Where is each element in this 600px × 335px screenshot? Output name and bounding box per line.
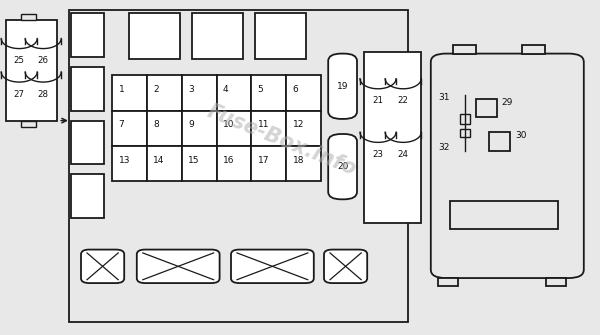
Text: 20: 20 (337, 162, 348, 171)
Bar (147, 111, 182, 146)
Text: 31: 31 (438, 93, 449, 102)
Bar (522, 45, 545, 54)
Text: 18: 18 (292, 155, 304, 164)
Text: 3: 3 (188, 85, 194, 94)
FancyBboxPatch shape (81, 250, 124, 283)
Bar (489, 132, 510, 151)
Bar (182, 146, 217, 181)
Bar (182, 111, 217, 146)
Text: 9: 9 (188, 120, 194, 129)
Bar (182, 75, 217, 111)
Bar (251, 111, 286, 146)
Bar (71, 174, 104, 218)
Text: 4: 4 (223, 85, 229, 94)
Bar (217, 111, 251, 146)
Text: 6: 6 (292, 85, 298, 94)
Bar (450, 201, 558, 229)
Text: 8: 8 (153, 120, 159, 129)
Bar (21, 121, 36, 127)
FancyBboxPatch shape (328, 134, 357, 199)
Bar (147, 146, 182, 181)
Text: 13: 13 (118, 155, 130, 164)
Text: 21: 21 (373, 96, 383, 105)
Bar (364, 52, 421, 223)
FancyBboxPatch shape (431, 54, 584, 278)
Bar (453, 45, 476, 54)
Bar (6, 20, 57, 121)
Text: 24: 24 (398, 150, 409, 159)
Text: 26: 26 (38, 56, 49, 65)
Text: 17: 17 (257, 155, 269, 164)
FancyBboxPatch shape (324, 250, 367, 283)
Bar (112, 75, 147, 111)
Bar (251, 146, 286, 181)
Bar (147, 75, 182, 111)
Bar (71, 13, 104, 57)
Text: 15: 15 (188, 155, 200, 164)
FancyBboxPatch shape (231, 250, 314, 283)
Text: 32: 32 (438, 143, 449, 152)
Text: 23: 23 (373, 150, 383, 159)
FancyBboxPatch shape (328, 54, 357, 119)
Text: Fuse-Box.info: Fuse-Box.info (205, 102, 359, 180)
Bar (438, 278, 458, 286)
Bar (286, 111, 321, 146)
Text: 16: 16 (223, 155, 235, 164)
Text: 22: 22 (398, 96, 409, 105)
Text: 10: 10 (223, 120, 235, 129)
Text: 2: 2 (153, 85, 159, 94)
Bar (217, 146, 251, 181)
Bar (286, 146, 321, 181)
Text: 7: 7 (118, 120, 124, 129)
Bar (460, 114, 470, 124)
Bar (255, 13, 306, 59)
Text: 14: 14 (153, 155, 164, 164)
Bar (112, 146, 147, 181)
Text: 28: 28 (38, 90, 49, 98)
Bar (217, 75, 251, 111)
Text: 5: 5 (257, 85, 263, 94)
Text: 1: 1 (118, 85, 124, 94)
Bar (71, 67, 104, 111)
Bar (251, 75, 286, 111)
Text: 11: 11 (257, 120, 269, 129)
Bar (192, 13, 243, 59)
Bar (129, 13, 180, 59)
Text: 30: 30 (515, 131, 526, 140)
Bar (71, 121, 104, 164)
Bar (286, 75, 321, 111)
Text: 25: 25 (14, 56, 25, 65)
Bar (21, 14, 36, 20)
Bar (69, 10, 408, 322)
Text: 27: 27 (14, 90, 25, 98)
Text: 19: 19 (337, 82, 349, 91)
Text: 29: 29 (501, 98, 512, 107)
Bar (476, 99, 497, 117)
FancyBboxPatch shape (137, 250, 220, 283)
Bar (112, 111, 147, 146)
Bar (546, 278, 566, 286)
Bar (460, 129, 470, 137)
Text: 12: 12 (292, 120, 304, 129)
